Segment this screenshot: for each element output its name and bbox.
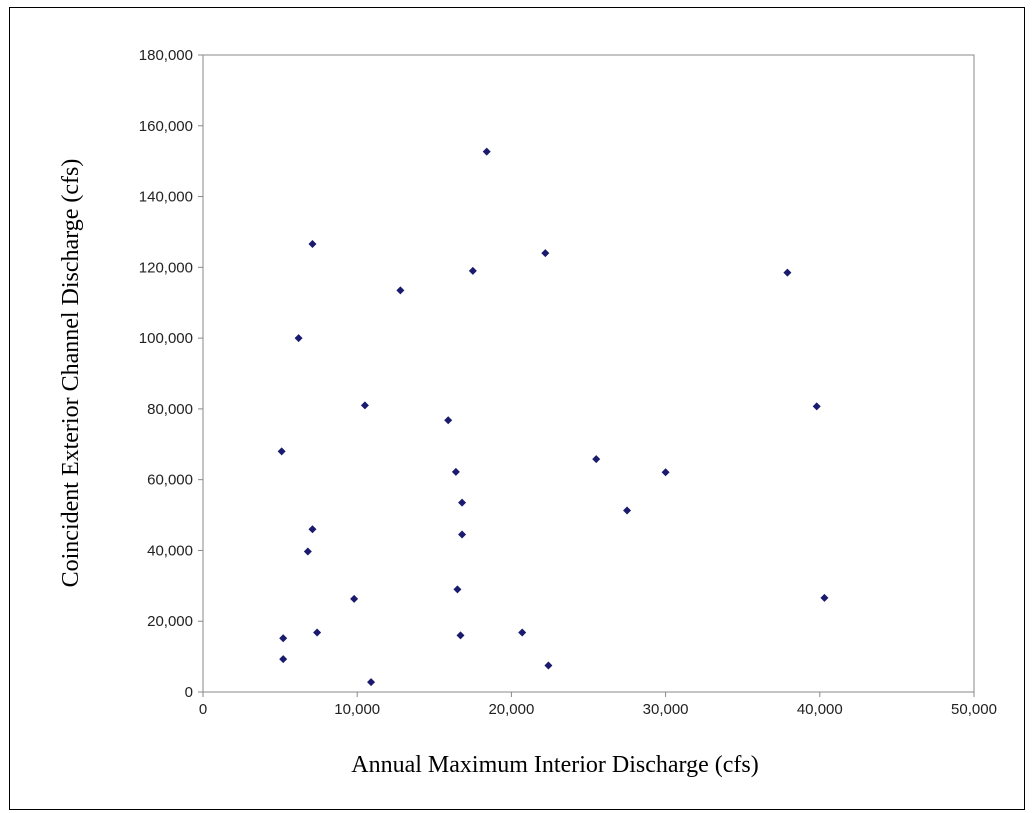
y-axis-ticks: 0 20,000 40,000 60,000 80,000 100,000 120,000 1… [139,47,203,701]
chart-frame [9,7,1025,810]
x-tick-label: 40,000 [797,701,843,718]
data-point [661,468,670,477]
plot-area [202,54,975,693]
data-point [456,631,465,640]
data-point [592,455,601,464]
data-point [444,416,453,425]
x-tick-label: 30,000 [643,701,689,718]
y-axis-title: Coincident Exterior Channel Discharge (c… [58,159,84,588]
data-point [308,239,317,248]
y-tick-label: 80,000 [147,401,193,418]
data-point [279,634,288,643]
x-tick-label: 20,000 [488,701,534,718]
y-tick-label: 0 [185,684,193,701]
data-point [350,594,359,603]
data-point [453,585,462,594]
data-point [279,655,288,664]
data-point [303,547,312,556]
y-tick-label: 100,000 [139,330,193,347]
data-point [820,593,829,602]
data-point [308,525,317,534]
y-tick-label: 140,000 [139,189,193,206]
data-point [468,266,477,275]
y-tick-label: 180,000 [139,47,193,64]
y-tick-label: 120,000 [139,259,193,276]
data-point [294,334,303,343]
y-tick-label: 40,000 [147,542,193,559]
data-point [451,467,460,476]
data-point [783,268,792,277]
data-point [277,447,286,456]
x-axis-title: Annual Maximum Interior Discharge (cfs) [351,752,758,778]
x-tick-label: 50,000 [951,701,997,718]
y-tick-label: 160,000 [139,118,193,135]
data-point [458,530,467,539]
y-tick-label: 20,000 [147,613,193,630]
data-point [544,661,553,670]
x-tick-label: 10,000 [334,701,380,718]
data-point [367,678,376,687]
data-point [482,147,491,156]
data-point [458,498,467,507]
x-tick-label: 0 [199,701,207,718]
data-point [360,401,369,410]
data-point [812,402,821,411]
data-point [541,249,550,258]
y-tick-label: 60,000 [147,472,193,489]
data-point [396,286,405,295]
data-point [313,628,322,637]
data-point [518,628,527,637]
data-points [277,147,829,687]
data-point [623,506,632,515]
x-axis-ticks: 0 10,000 20,000 30,000 40,000 50,000 [199,692,997,718]
